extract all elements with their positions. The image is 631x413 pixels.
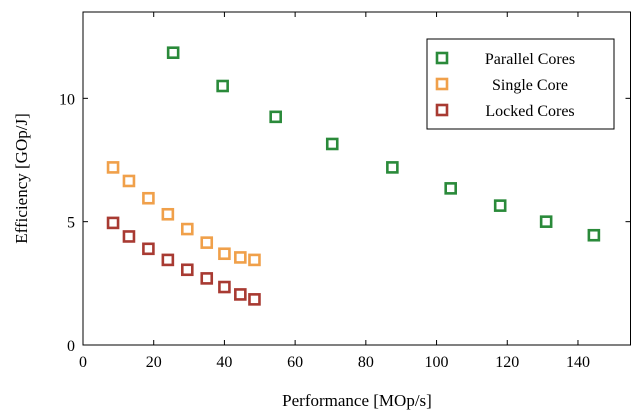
- data-point: [180, 263, 194, 277]
- data-point: [248, 253, 261, 267]
- y-tick-label: 5: [67, 215, 75, 232]
- legend-label: Locked Cores: [485, 103, 574, 120]
- data-point: [166, 46, 180, 60]
- data-point: [180, 222, 194, 236]
- data-point: [161, 207, 175, 221]
- data-point: [106, 216, 120, 230]
- data-point: [106, 161, 120, 174]
- data-point: [539, 215, 553, 228]
- data-point: [269, 110, 282, 124]
- series-parallel-cores: [166, 46, 601, 242]
- x-tick-label: 60: [287, 354, 303, 371]
- data-point: [234, 251, 247, 264]
- data-point: [200, 272, 214, 285]
- data-point: [218, 280, 231, 294]
- x-axis-label: Performance [MOp/s]: [282, 391, 432, 410]
- data-point: [325, 137, 339, 151]
- legend-label: Parallel Cores: [485, 51, 575, 68]
- axis-ticks: 0 20 40 60 80 100 120 140 0 5 10: [59, 12, 631, 371]
- data-point: [386, 161, 399, 174]
- data-point: [587, 228, 601, 242]
- series-locked-cores: [106, 216, 261, 306]
- x-tick-label: 80: [358, 354, 374, 371]
- legend-swatch: [435, 103, 449, 117]
- data-marks: [106, 46, 601, 306]
- data-point: [444, 182, 457, 195]
- data-point: [493, 199, 507, 212]
- data-point: [216, 79, 229, 93]
- legend-swatch: [435, 77, 449, 91]
- y-axis-label: Efficiency [GOp/J]: [12, 113, 31, 243]
- y-tick-label: 10: [59, 91, 75, 108]
- data-point: [218, 247, 231, 261]
- data-point: [161, 253, 175, 267]
- legend-label: Single Core: [492, 77, 568, 94]
- x-tick-label: 100: [425, 354, 449, 371]
- x-tick-label: 40: [216, 354, 232, 371]
- legend: Parallel Cores Single Core Locked Cores: [426, 38, 615, 130]
- y-tick-label: 0: [67, 338, 75, 355]
- data-point: [248, 293, 261, 306]
- x-tick-label: 20: [146, 354, 162, 371]
- data-point: [142, 242, 155, 256]
- data-point: [122, 174, 136, 188]
- data-point: [142, 191, 155, 205]
- legend-swatch: [435, 51, 449, 65]
- legend-box: [426, 38, 615, 130]
- x-tick-label: 140: [566, 354, 590, 371]
- x-tick-label: 0: [79, 354, 87, 371]
- series-single-core: [106, 161, 261, 267]
- x-tick-label: 120: [495, 354, 519, 371]
- data-point: [234, 288, 247, 301]
- data-point: [200, 236, 214, 249]
- data-point: [122, 230, 136, 243]
